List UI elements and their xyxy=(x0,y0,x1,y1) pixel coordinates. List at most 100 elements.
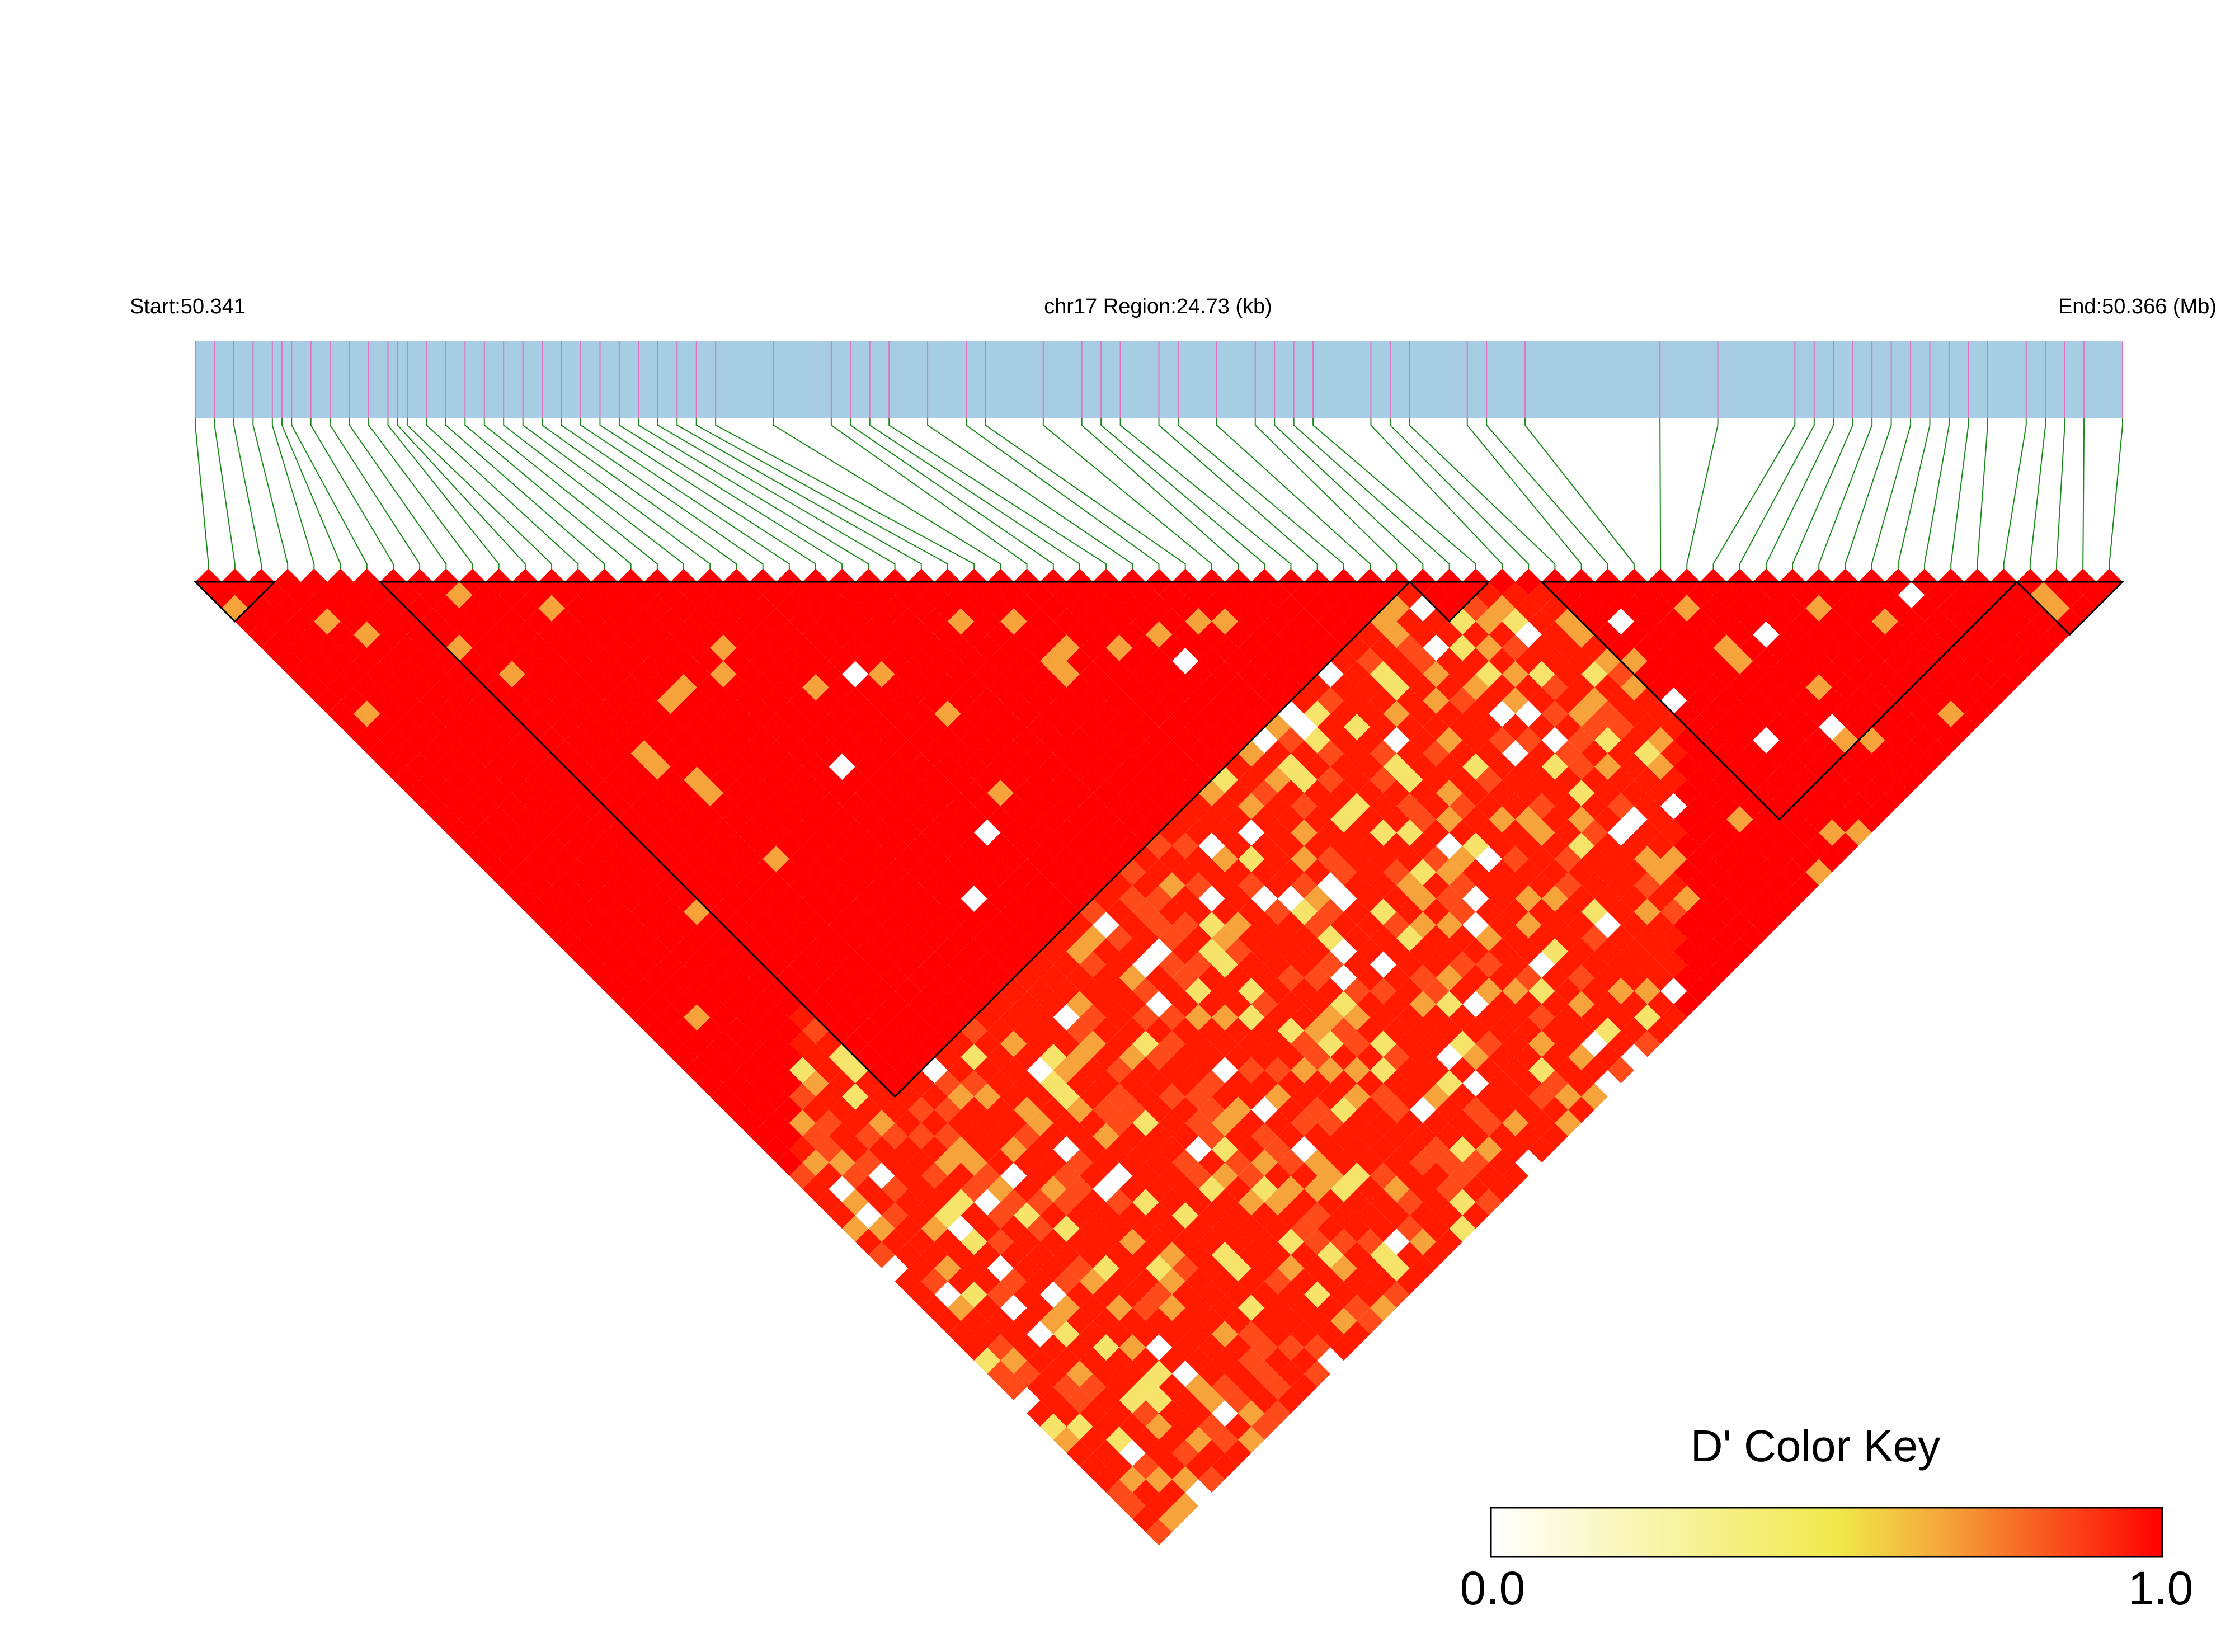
ld-cell xyxy=(1475,740,1502,767)
ld-cell xyxy=(1185,1453,1212,1480)
ld-cell xyxy=(1119,1281,1146,1308)
ld-cell xyxy=(1291,1109,1318,1137)
ld-cell xyxy=(895,740,921,767)
ld-cell xyxy=(340,582,367,609)
ld-cell xyxy=(868,740,895,767)
ld-cell xyxy=(789,608,816,635)
ld-cell xyxy=(538,779,565,807)
ld-cell xyxy=(1251,595,1278,622)
ld-cell xyxy=(763,925,789,952)
ld-cell xyxy=(1594,727,1621,754)
ld-cell xyxy=(1304,779,1331,807)
ld-cell xyxy=(1607,898,1634,925)
ld-cell xyxy=(1093,1123,1119,1150)
ld-cell xyxy=(1357,674,1384,701)
ld-cell xyxy=(1159,1453,1185,1480)
ld-cell xyxy=(1911,727,1938,754)
ld-cell xyxy=(1925,713,1951,741)
ld-cell xyxy=(763,1109,789,1137)
ld-cell xyxy=(1423,925,1450,952)
ld-cell xyxy=(1845,582,1872,609)
ld-cell xyxy=(1317,713,1344,741)
ld-cell xyxy=(1753,806,1780,833)
ld-cell xyxy=(1238,582,1265,609)
ld-cell xyxy=(842,819,869,846)
ld-cell xyxy=(1766,687,1793,714)
ld-cell xyxy=(1991,674,2017,701)
ld-cell xyxy=(1555,898,1582,925)
ld-cell xyxy=(1357,1096,1384,1123)
ld-cell xyxy=(816,977,843,1005)
ld-cell xyxy=(1766,713,1793,741)
ld-cell xyxy=(1159,1268,1185,1295)
ld-cell xyxy=(1409,700,1437,727)
ld-cell xyxy=(1423,819,1450,846)
snp-connector xyxy=(445,418,605,570)
ld-cell xyxy=(1317,1189,1344,1216)
ld-cell xyxy=(1409,753,1437,780)
ld-cell xyxy=(895,1162,921,1189)
ld-cell xyxy=(895,925,921,952)
ld-cell xyxy=(1489,885,1516,912)
ld-cell xyxy=(1753,859,1780,886)
ld-cell xyxy=(1132,766,1159,793)
ld-cell xyxy=(1093,621,1119,648)
ld-cell xyxy=(1040,1017,1067,1044)
ld-cell xyxy=(1528,740,1555,767)
ld-cell xyxy=(908,1202,935,1229)
ld-cell xyxy=(670,806,697,833)
ld-cell xyxy=(1977,661,2004,688)
ld-cell xyxy=(1515,806,1542,833)
snp-connector xyxy=(1792,418,1853,570)
snp-connector xyxy=(1119,418,1292,570)
ld-cell xyxy=(1766,608,1793,635)
ld-cell xyxy=(512,806,539,833)
ld-cell xyxy=(1000,1373,1027,1400)
ld-cell xyxy=(895,1004,921,1031)
ld-cell xyxy=(1093,1334,1119,1361)
ld-cell xyxy=(670,621,697,648)
ld-cell xyxy=(789,740,816,767)
ld-cell xyxy=(1528,898,1555,925)
ld-cell xyxy=(1304,621,1331,648)
ld-cell xyxy=(1132,819,1159,846)
ld-cell xyxy=(591,911,618,939)
ld-cell xyxy=(697,621,723,648)
snp-connector xyxy=(281,418,341,570)
ld-cell xyxy=(1726,911,1753,939)
ld-cell xyxy=(1132,1373,1159,1400)
ld-cell xyxy=(1066,1334,1093,1361)
ld-cell xyxy=(1225,1361,1251,1387)
ld-cell xyxy=(868,1109,895,1137)
ld-cell xyxy=(1687,634,1714,661)
ld-cell xyxy=(1198,1202,1225,1229)
ld-cell xyxy=(1594,885,1621,912)
ld-cell xyxy=(1145,595,1173,622)
ld-cell xyxy=(1277,1255,1305,1282)
ld-cell xyxy=(895,872,921,899)
ld-cell xyxy=(1304,911,1331,939)
ld-cell xyxy=(1291,634,1318,661)
ld-cell xyxy=(934,1149,961,1176)
ld-cell xyxy=(723,832,750,859)
ld-cell xyxy=(842,1083,869,1110)
ld-cell xyxy=(961,1255,987,1282)
ld-cell xyxy=(1119,1387,1146,1414)
ld-cell xyxy=(2003,634,2030,661)
ld-cell xyxy=(1145,727,1173,754)
ld-cell xyxy=(895,1189,921,1216)
ld-cell xyxy=(1528,608,1555,635)
ld-cell xyxy=(525,766,552,793)
ld-cell xyxy=(1119,1255,1146,1282)
ld-cell xyxy=(1264,1215,1291,1242)
ld-cell xyxy=(816,872,843,899)
ld-cell xyxy=(842,1162,869,1189)
ld-cell xyxy=(1462,1096,1489,1123)
ld-cell xyxy=(1726,859,1753,886)
ld-cell xyxy=(1713,793,1740,820)
ld-cell xyxy=(1119,1202,1146,1229)
snp-connector xyxy=(830,418,1028,570)
ld-cell xyxy=(1264,793,1291,820)
ld-cell xyxy=(947,1295,975,1321)
ld-cell xyxy=(1304,991,1331,1018)
